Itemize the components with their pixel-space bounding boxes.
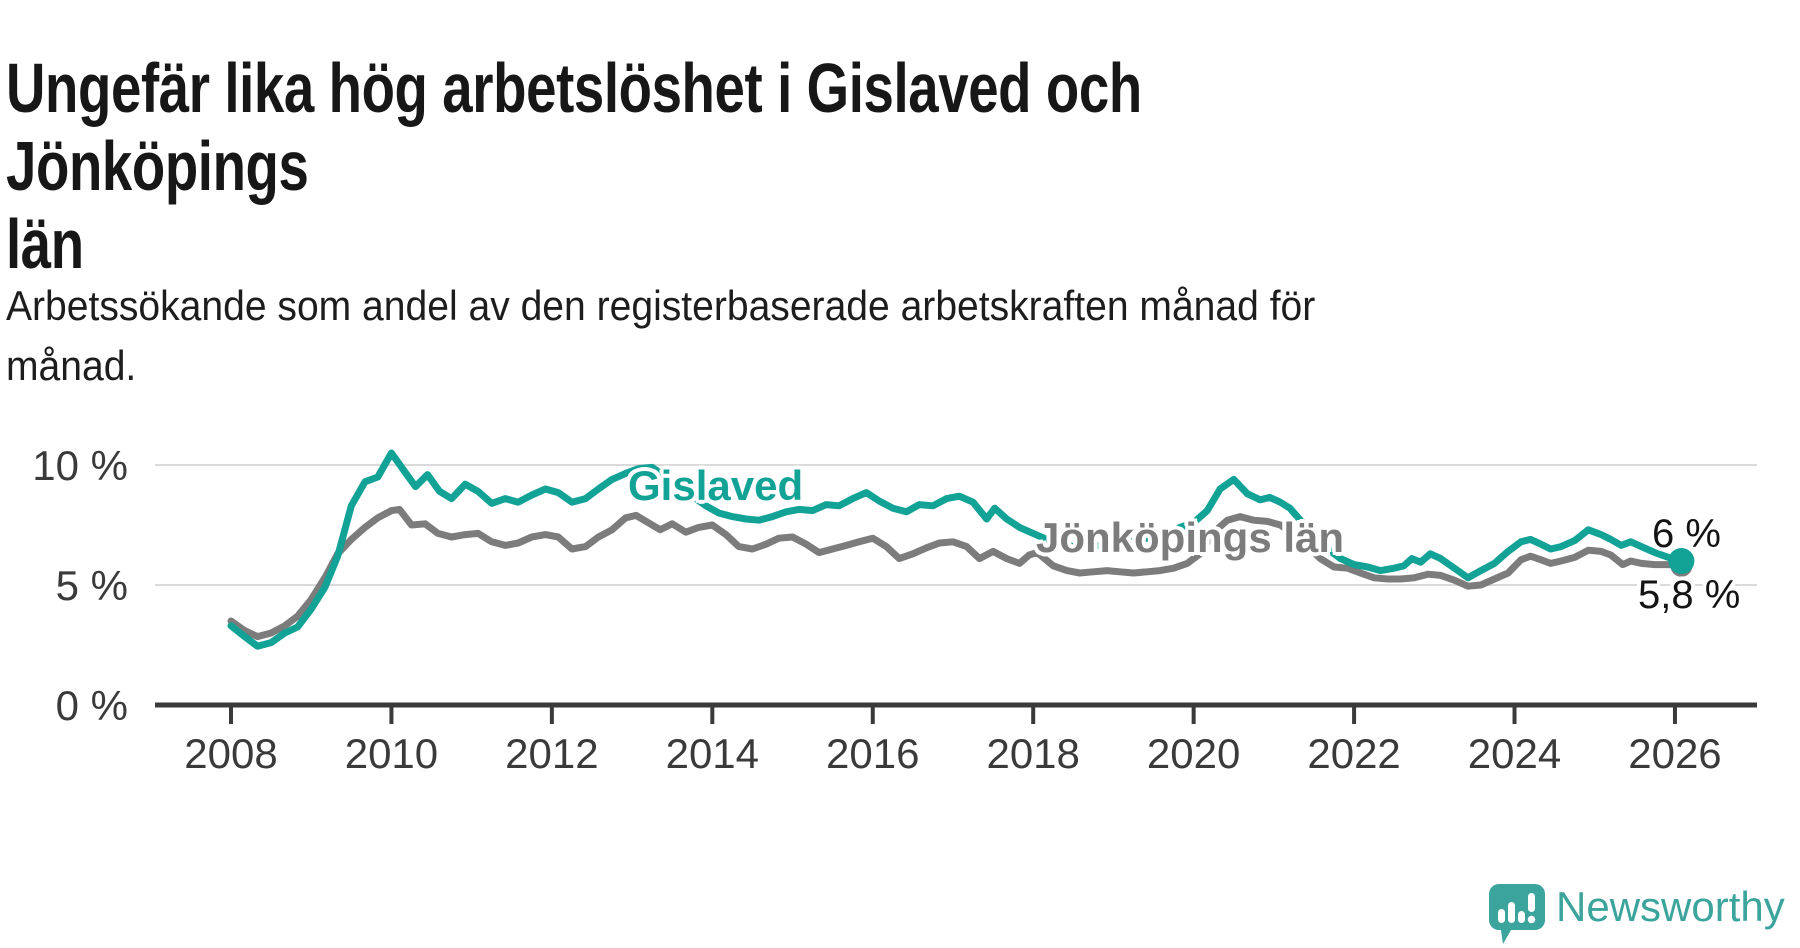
series-end-dot xyxy=(1668,548,1695,574)
x-tick-label: 2016 xyxy=(826,730,919,777)
x-tick-label: 2020 xyxy=(1147,730,1240,777)
x-tick-label: 2010 xyxy=(345,730,438,777)
newsworthy-logo: Newsworthy xyxy=(1488,884,1785,948)
series-label-gislaved: Gislaved xyxy=(628,462,804,509)
page-title: Ungefär lika hög arbetslöshet i Gislaved… xyxy=(6,48,1142,283)
x-tick-label: 2022 xyxy=(1307,730,1400,777)
newsworthy-bubble-chart-icon xyxy=(1489,884,1545,944)
x-tick-label: 2014 xyxy=(666,730,759,777)
x-tick-label: 2012 xyxy=(505,730,598,777)
end-value-label-gislaved: 6 % xyxy=(1652,512,1721,556)
y-tick-label: 5 % xyxy=(56,562,128,609)
x-tick-label: 2024 xyxy=(1468,730,1561,777)
series-line-j-nk-pings-l-n xyxy=(227,505,1685,641)
series-line-gislaved xyxy=(227,449,1685,650)
y-tick-label: 10 % xyxy=(32,442,128,489)
series-label-jonkoping: Jönköpings län xyxy=(1036,514,1345,561)
newsworthy-wordmark: Newsworthy xyxy=(1556,883,1785,930)
x-tick-label: 2008 xyxy=(184,730,277,777)
y-tick-label: 0 % xyxy=(56,682,128,729)
x-tick-label: 2026 xyxy=(1628,730,1721,777)
chart-subtitle: Arbetssökande som andel av den registerb… xyxy=(6,282,1316,389)
end-value-label-jonkoping: 5,8 % xyxy=(1638,573,1741,617)
x-tick-label: 2018 xyxy=(986,730,1079,777)
